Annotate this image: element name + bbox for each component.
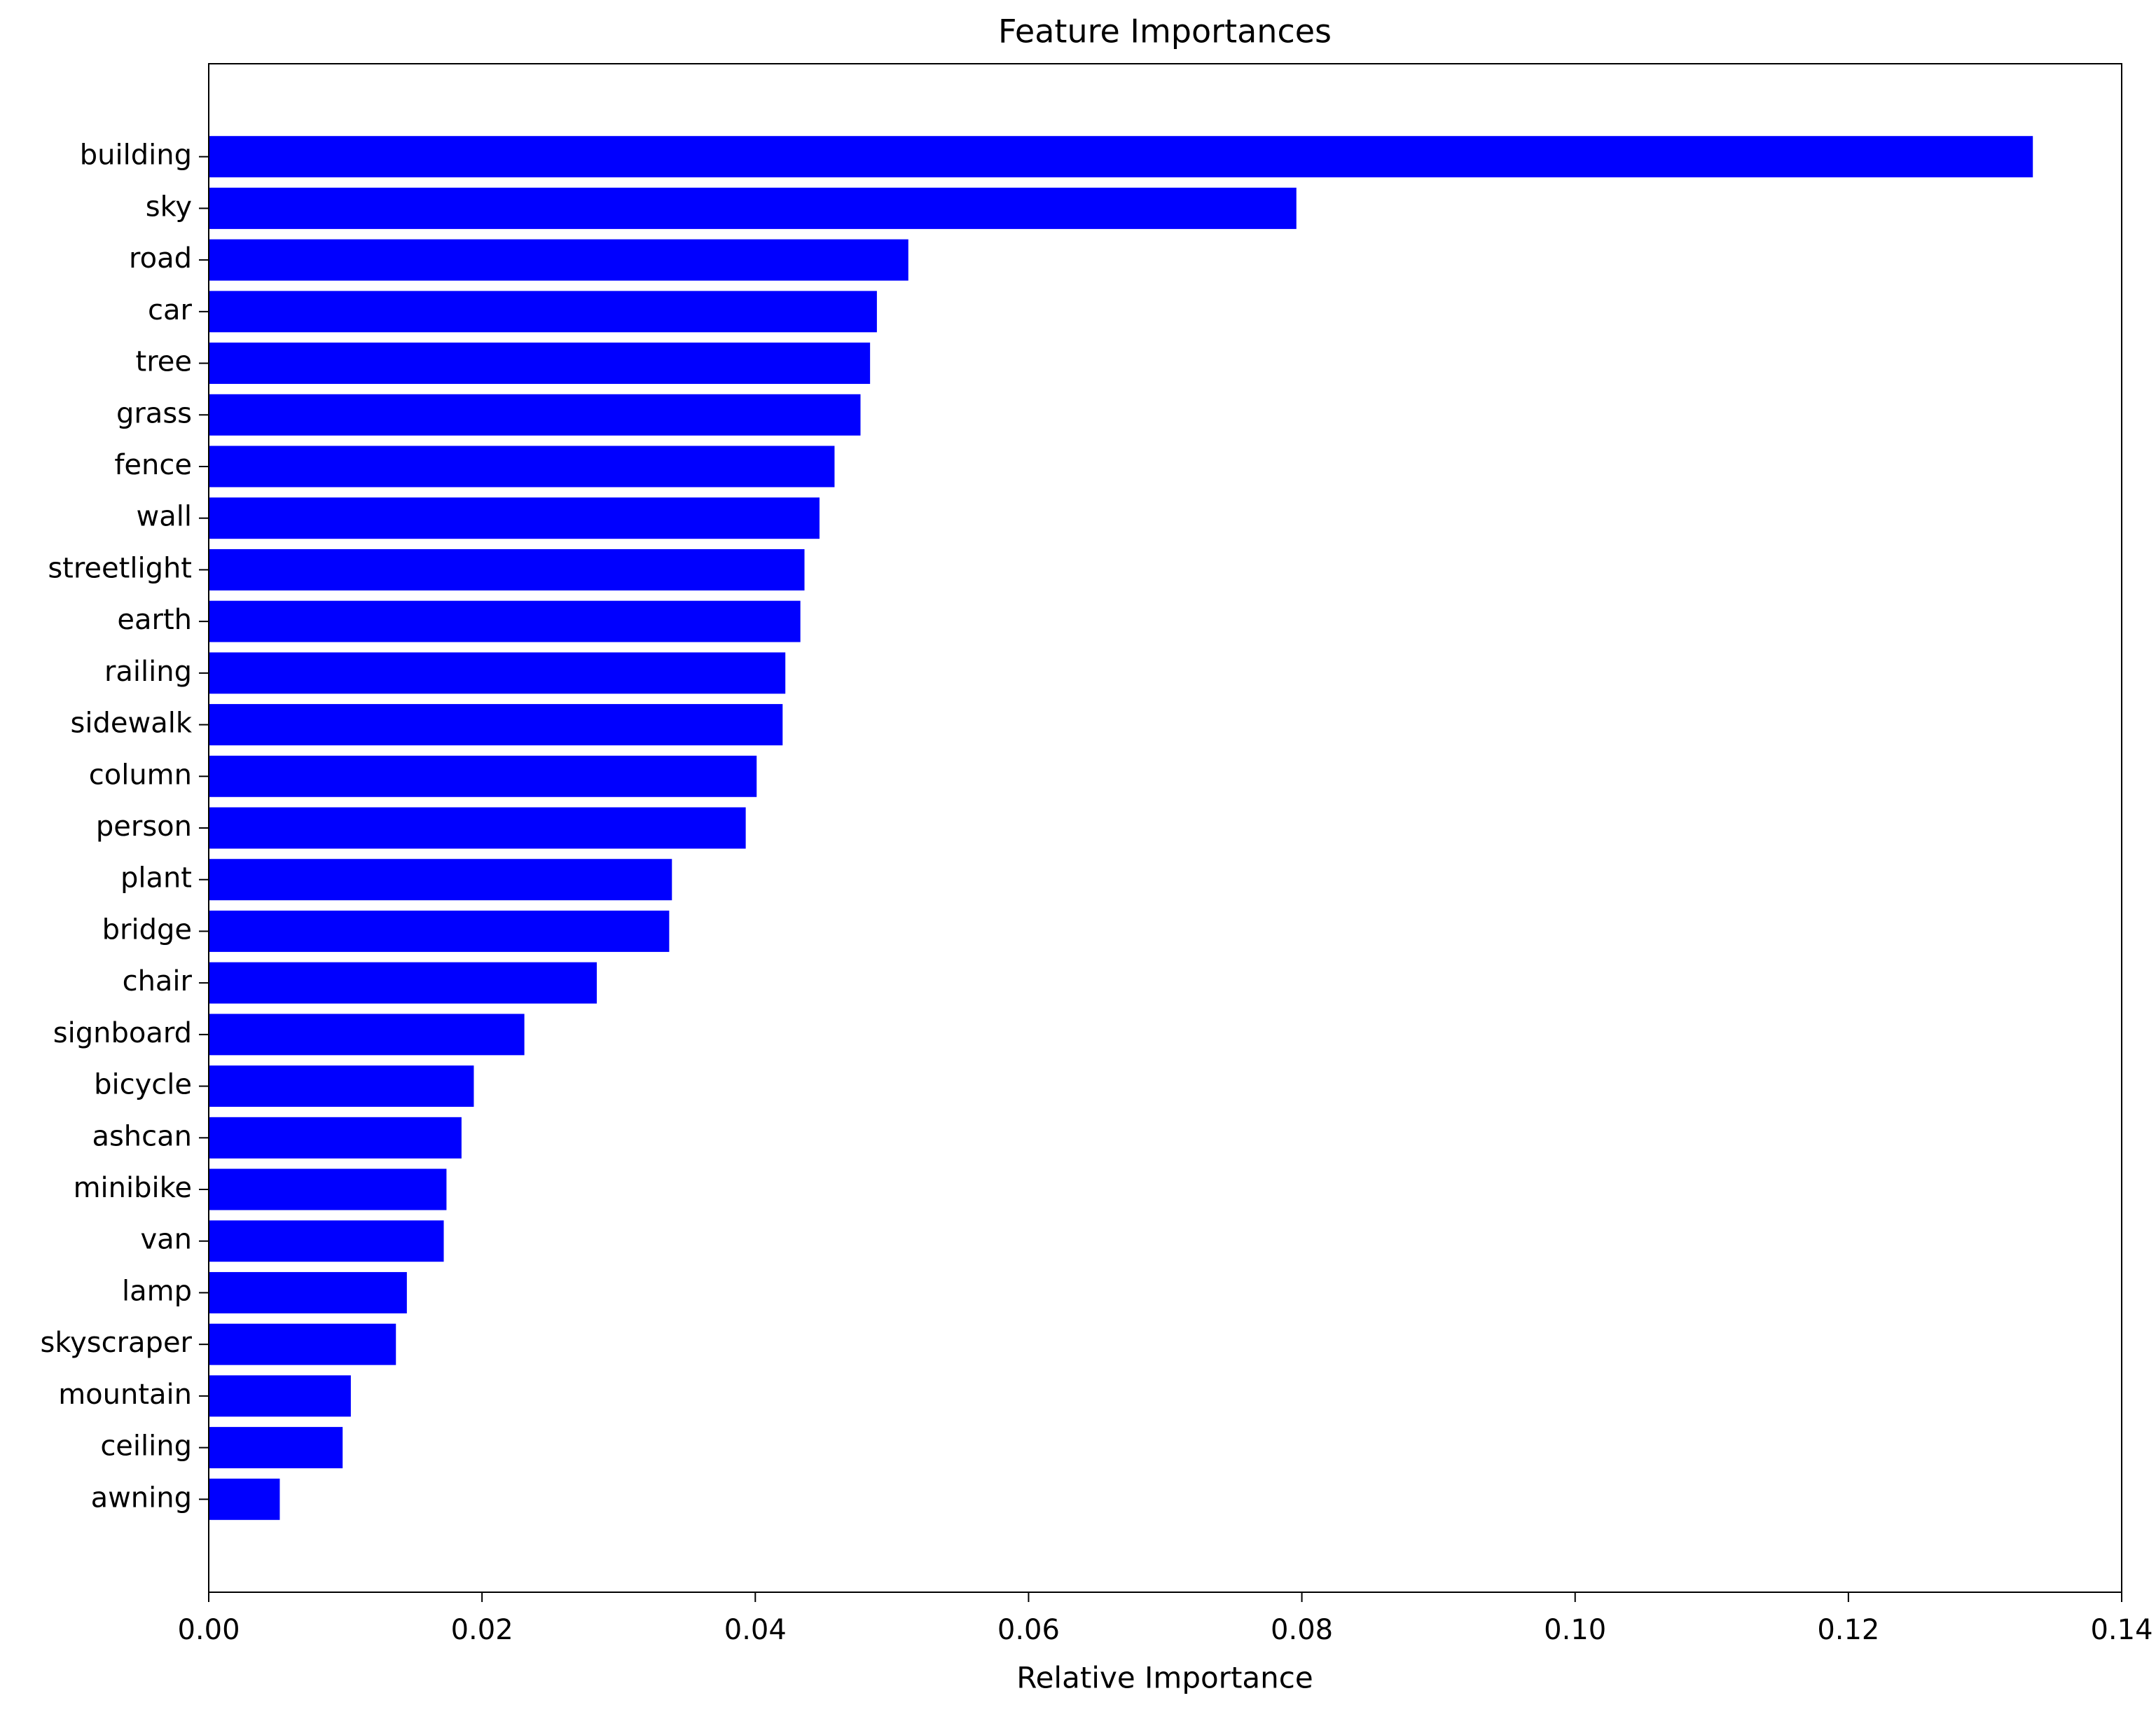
bar (209, 755, 757, 797)
bar (209, 910, 670, 952)
bar (209, 1168, 447, 1210)
bar (209, 1478, 280, 1520)
bar (209, 1014, 525, 1056)
x-tick-label: 0.08 (1271, 1614, 1333, 1646)
y-tick-label: sky (146, 191, 192, 223)
y-tick-label: earth (117, 604, 192, 636)
bar (209, 859, 672, 901)
y-tick-label: grass (116, 397, 192, 429)
chart-title: Feature Importances (998, 13, 1332, 50)
y-tick-label: minibike (74, 1172, 192, 1204)
y-tick-label: mountain (58, 1379, 192, 1411)
bar (209, 343, 871, 385)
y-tick-label: sidewalk (71, 707, 193, 740)
x-axis-label: Relative Importance (1016, 1661, 1313, 1695)
y-tick-label: plant (120, 862, 192, 895)
bar (209, 962, 597, 1004)
y-tick-label: ashcan (92, 1120, 192, 1152)
y-tick-label: road (129, 242, 192, 275)
bar (209, 136, 2033, 178)
plot-frame (208, 63, 2122, 1593)
bar (209, 600, 801, 642)
y-tick-label: tree (136, 346, 192, 378)
bar (209, 1323, 396, 1365)
y-tick-label: wall (137, 501, 192, 533)
y-tick-label: awning (91, 1482, 192, 1514)
y-tick-label: signboard (53, 1017, 192, 1049)
y-tick-label: lamp (122, 1275, 192, 1307)
bar (209, 1375, 351, 1417)
bar (209, 446, 835, 488)
bar (209, 1271, 407, 1313)
bar (209, 807, 746, 849)
bar (209, 548, 805, 591)
x-tick-label: 0.00 (177, 1614, 240, 1646)
y-tick-label: skyscraper (41, 1327, 193, 1359)
bar (209, 652, 786, 694)
x-tick-label: 0.12 (1817, 1614, 1879, 1646)
y-tick-label: van (140, 1224, 192, 1256)
y-tick-label: building (80, 139, 192, 172)
bar (209, 291, 877, 333)
y-tick-label: fence (114, 449, 192, 481)
bar (209, 1220, 444, 1262)
y-tick-label: car (148, 294, 193, 326)
y-tick-label: bridge (102, 913, 192, 946)
x-tick-label: 0.04 (724, 1614, 787, 1646)
y-tick-label: railing (104, 656, 192, 688)
bar (209, 1065, 474, 1107)
bar (209, 1427, 343, 1469)
bar (209, 1117, 462, 1159)
y-tick-label: chair (123, 965, 193, 997)
x-tick-label: 0.10 (1544, 1614, 1606, 1646)
bar (209, 187, 1297, 229)
x-tick-label: 0.02 (451, 1614, 513, 1646)
y-tick-label: streetlight (48, 552, 192, 584)
bar (209, 704, 783, 746)
x-tick-label: 0.06 (997, 1614, 1060, 1646)
y-tick-label: ceiling (100, 1430, 192, 1463)
bar (209, 497, 820, 539)
x-tick-label: 0.14 (2090, 1614, 2152, 1646)
bar (209, 394, 861, 436)
y-tick-label: bicycle (94, 1069, 192, 1101)
bar (209, 239, 908, 281)
y-tick-label: column (89, 759, 192, 791)
y-tick-label: person (96, 810, 192, 843)
